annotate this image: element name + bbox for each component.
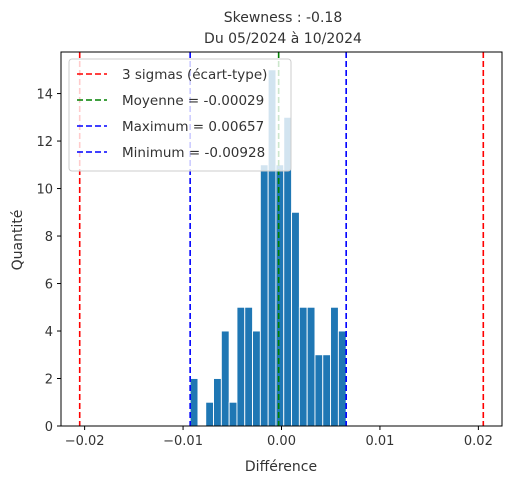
histogram-bar	[314, 354, 324, 427]
histogram-bar	[228, 401, 238, 427]
legend-entry-label: 3 sigmas (écart-type)	[122, 67, 267, 83]
y-tick-label: 14	[36, 88, 53, 103]
histogram-bars	[189, 69, 347, 427]
histogram-bar	[189, 378, 199, 427]
axes: −0.02 −0.01 0.00 0.01 0.02 0 2 4 6 8 10 12 14	[36, 51, 503, 449]
x-tick-label: −0.02	[65, 434, 105, 449]
histogram-bar	[330, 306, 339, 427]
histogram-bar	[337, 330, 347, 427]
legend-entry-label: Moyenne = -0.00029	[122, 93, 264, 109]
histogram-bar	[252, 330, 261, 427]
histogram-bar	[322, 354, 332, 427]
histogram-bar	[220, 330, 230, 427]
histogram-bar	[275, 164, 285, 427]
y-tick-label: 10	[36, 183, 53, 198]
y-axis-label: Quantité	[10, 210, 26, 271]
y-tick-label: 0	[45, 420, 53, 435]
chart-subtitle: Du 05/2024 à 10/2024	[204, 31, 362, 47]
x-tick-label: −0.01	[163, 434, 203, 449]
x-tick-label: 0.01	[365, 434, 394, 449]
histogram-bar	[298, 306, 308, 427]
histogram-bar	[244, 306, 254, 427]
histogram-bar	[306, 306, 316, 427]
x-tick-label: 0.02	[464, 434, 493, 449]
chart-title: Skewness : -0.18	[224, 10, 342, 26]
histogram-bar	[205, 401, 215, 427]
histogram-bar	[236, 306, 246, 427]
y-tick-label: 4	[45, 325, 53, 340]
legend-box	[68, 58, 292, 172]
histogram-bar	[291, 211, 300, 427]
x-tick-label: 0.00	[267, 434, 296, 449]
legend: 3 sigmas (écart-type) Moyenne = -0.00029 M…	[68, 58, 292, 172]
legend-entry-label: Minimum = -0.00928	[122, 145, 265, 161]
y-tick-label: 6	[45, 278, 53, 293]
y-tick-label: 2	[45, 373, 53, 388]
reference-lines	[78, 52, 485, 426]
histogram-bar	[213, 378, 222, 427]
y-tick-label: 12	[36, 135, 53, 150]
histogram-bar	[259, 164, 269, 427]
x-axis-label: Différence	[245, 459, 317, 475]
y-tick-label: 8	[45, 230, 53, 245]
legend-entry-label: Maximum = 0.00657	[122, 119, 264, 135]
